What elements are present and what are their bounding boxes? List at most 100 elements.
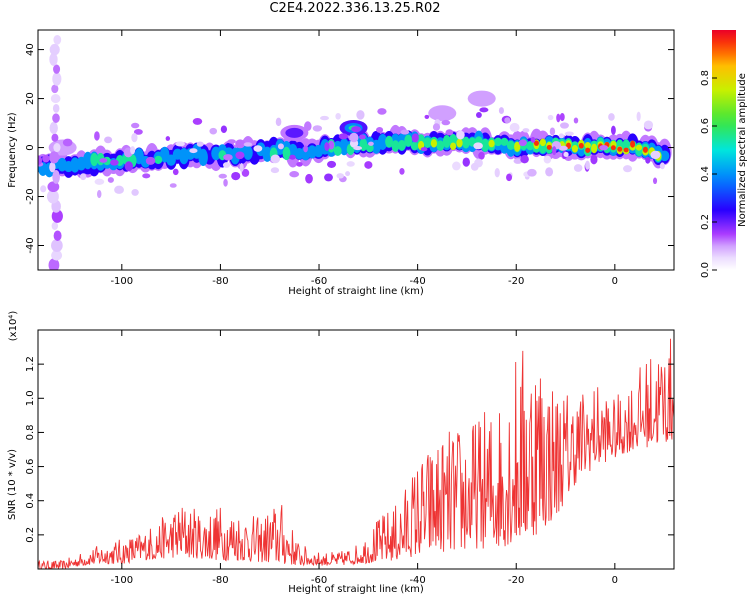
heatmap-cell <box>543 155 552 164</box>
heatmap-cell <box>585 147 591 153</box>
heatmap-cell <box>642 146 648 153</box>
heatmap-cell <box>124 161 133 172</box>
heatmap-cell <box>289 171 300 178</box>
heatmap-frame <box>37 29 675 271</box>
heatmap-cell <box>539 138 546 147</box>
heatmap-cell <box>573 117 579 124</box>
heatmap-cell <box>506 173 513 182</box>
heatmap-cell <box>223 154 233 161</box>
heatmap-cell <box>430 139 437 148</box>
heatmap-cell <box>391 140 400 152</box>
heatmap-cell <box>289 154 296 160</box>
heatmap-cell <box>410 141 419 151</box>
heatmap-x-tick-label: 0 <box>612 276 618 287</box>
heatmap-cell <box>324 173 333 182</box>
heatmap-cell <box>479 107 489 113</box>
heatmap-cell <box>99 158 108 163</box>
heatmap-cell <box>53 230 62 241</box>
heatmap-x-tick-label: -40 <box>409 276 425 287</box>
snr-x-tick-label: -80 <box>212 575 228 586</box>
heatmap-cell <box>223 178 228 187</box>
heatmap-cell <box>452 161 461 171</box>
heatmap-cell <box>584 142 591 149</box>
heatmap-cell <box>610 145 616 151</box>
heatmap-cell <box>591 143 598 154</box>
heatmap-cell <box>530 136 536 143</box>
heatmap-cell <box>96 190 102 199</box>
heatmap-cell <box>411 133 419 143</box>
heatmap-cell <box>376 127 384 133</box>
heatmap-cell <box>47 189 59 204</box>
heatmap-cell <box>456 138 463 148</box>
heatmap-cell <box>48 258 60 270</box>
heatmap-cell <box>349 132 359 143</box>
heatmap-cell <box>51 250 63 261</box>
heatmap-cell <box>51 84 59 94</box>
heatmap-cell <box>560 122 569 129</box>
heatmap-cell <box>608 113 615 121</box>
heatmap-cell <box>312 125 323 132</box>
heatmap-cell <box>545 167 554 177</box>
heatmap-cell <box>659 162 665 170</box>
heatmap-cell <box>462 157 470 167</box>
colorbar-title: Normalized spectral amplitude <box>737 73 748 227</box>
heatmap-y-tick-label: 0 <box>25 144 36 150</box>
heatmap-cell <box>364 161 373 169</box>
heatmap-cell <box>222 162 231 168</box>
heatmap-cell <box>645 156 651 164</box>
heatmap-cell <box>564 131 574 136</box>
heatmap-cell <box>38 155 43 166</box>
heatmap-cell <box>652 177 658 185</box>
heatmap-cell <box>131 189 139 196</box>
heatmap-cell <box>385 135 393 148</box>
heatmap-cell <box>635 144 643 151</box>
heatmap-cell <box>94 131 100 141</box>
heatmap-cell <box>133 129 143 135</box>
snr-y-tick-label: 0.4 <box>25 493 36 509</box>
heatmap-cell <box>52 170 60 184</box>
heatmap-cell <box>231 171 241 181</box>
heatmap-cell <box>571 145 579 153</box>
heatmap-x-tick-label: -100 <box>110 276 133 287</box>
heatmap-cell <box>218 173 227 179</box>
heatmap-cell <box>241 168 250 177</box>
heatmap-cell <box>189 148 198 154</box>
heatmap-cell <box>556 113 561 123</box>
heatmap-cell <box>533 140 539 146</box>
heatmap-cell <box>49 52 58 66</box>
heatmap-cell <box>494 167 500 178</box>
heatmap-cell <box>456 130 465 140</box>
heatmap-cell <box>650 150 661 160</box>
heatmap-cell <box>339 138 349 156</box>
heatmap-cell <box>353 146 362 151</box>
heatmap-cell <box>320 115 329 121</box>
heatmap-cell <box>94 178 105 185</box>
heatmap-x-axis-title: Height of straight line (km) <box>288 286 424 297</box>
heatmap-cell <box>270 154 281 164</box>
heatmap-cell <box>51 221 59 230</box>
heatmap-cell <box>346 161 355 167</box>
snr-line <box>38 338 674 569</box>
snr-y-tick-label: 0.8 <box>25 424 36 440</box>
heatmap-cell <box>498 107 505 115</box>
heatmap-cell <box>585 160 590 170</box>
snr-y-tick-label: 0.6 <box>25 459 36 475</box>
snr-frame <box>37 329 675 570</box>
snr-x-tick-label: -60 <box>311 575 327 586</box>
heatmap-cell <box>558 133 565 139</box>
heatmap-cell <box>518 139 527 147</box>
heatmap-cell <box>436 140 445 151</box>
heatmap-cell <box>377 133 388 150</box>
heatmap-cell <box>488 139 495 148</box>
heatmap-x-tick-label: -60 <box>311 276 327 287</box>
heatmap-cell <box>526 141 534 151</box>
heatmap-cell <box>552 146 557 156</box>
heatmap-x-tick-label: -20 <box>508 276 524 287</box>
heatmap-cell <box>253 145 263 152</box>
heatmap-cell <box>336 173 344 179</box>
heatmap-cell <box>449 133 458 147</box>
heatmap-cell <box>114 185 124 194</box>
snr-y-axis-title: SNR (10 * v/v) <box>7 449 18 520</box>
heatmap-cell <box>546 144 552 150</box>
heatmap-cell <box>558 145 568 151</box>
